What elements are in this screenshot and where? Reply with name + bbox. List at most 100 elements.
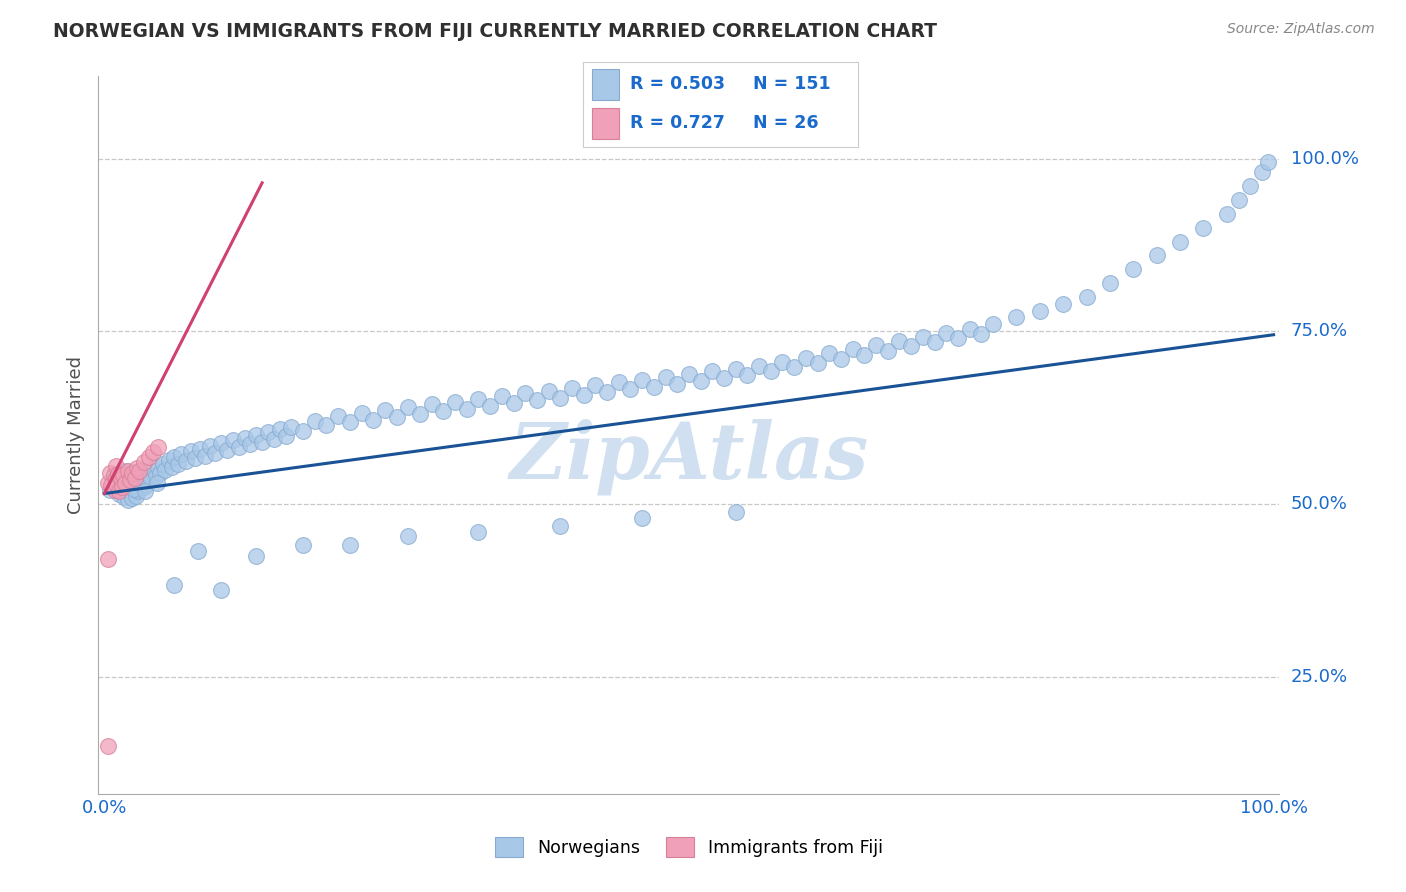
Point — [204, 446, 226, 460]
Point — [209, 583, 232, 598]
Point — [209, 436, 232, 450]
Point — [100, 477, 122, 491]
Point — [737, 368, 759, 383]
Point — [128, 474, 150, 488]
Point — [108, 486, 131, 500]
Point — [619, 382, 641, 396]
Point — [1227, 193, 1250, 207]
Point — [228, 440, 250, 454]
Point — [607, 376, 630, 390]
Text: 100.0%: 100.0% — [1291, 150, 1358, 168]
Point — [114, 476, 136, 491]
Point — [550, 519, 572, 533]
Point — [146, 476, 169, 491]
Point — [806, 356, 828, 370]
Text: ZipAtlas: ZipAtlas — [509, 418, 869, 495]
Point — [724, 505, 747, 519]
Point — [678, 367, 700, 381]
Point — [149, 466, 172, 480]
Point — [121, 466, 143, 480]
Point — [127, 483, 149, 498]
Point — [1168, 235, 1191, 249]
Point — [269, 422, 291, 436]
Point — [772, 354, 794, 368]
Point — [515, 386, 537, 401]
Point — [134, 470, 156, 484]
Point — [163, 450, 186, 464]
Point — [339, 538, 361, 552]
Point — [157, 453, 180, 467]
Point — [315, 418, 337, 433]
Point — [713, 371, 735, 385]
Point — [865, 338, 887, 352]
Point — [111, 480, 134, 494]
Point — [263, 432, 285, 446]
Point — [946, 331, 969, 345]
Point — [666, 376, 689, 391]
Point — [180, 443, 202, 458]
Point — [108, 484, 131, 499]
Point — [112, 490, 135, 504]
Point — [215, 443, 238, 458]
Point — [122, 482, 145, 496]
Point — [138, 467, 160, 482]
Text: Source: ZipAtlas.com: Source: ZipAtlas.com — [1227, 22, 1375, 37]
Point — [134, 484, 156, 499]
Point — [142, 445, 165, 459]
FancyBboxPatch shape — [592, 70, 619, 100]
Point — [135, 477, 157, 491]
Point — [188, 442, 211, 456]
Point — [125, 473, 148, 487]
Point — [117, 482, 139, 496]
Point — [794, 351, 817, 365]
Point — [467, 524, 489, 539]
Point — [104, 477, 127, 491]
Point — [98, 466, 121, 480]
Point — [118, 470, 141, 484]
Point — [537, 384, 560, 398]
Point — [326, 409, 349, 423]
Point — [132, 455, 155, 469]
Point — [748, 359, 770, 373]
Point — [853, 348, 876, 362]
Point — [139, 472, 162, 486]
Point — [138, 450, 160, 464]
Point — [444, 394, 467, 409]
FancyBboxPatch shape — [592, 108, 619, 139]
Point — [643, 379, 665, 393]
Point — [167, 457, 190, 471]
Point — [170, 447, 193, 461]
Point — [104, 483, 127, 497]
Point — [1251, 165, 1274, 179]
Point — [1122, 262, 1144, 277]
Text: R = 0.503: R = 0.503 — [630, 75, 725, 93]
Point — [970, 326, 993, 341]
Point — [596, 385, 619, 400]
Point — [111, 480, 134, 494]
Point — [818, 346, 841, 360]
Point — [257, 425, 280, 439]
Point — [561, 381, 583, 395]
Point — [105, 479, 128, 493]
Point — [1146, 248, 1168, 262]
Point — [935, 326, 957, 340]
Point — [104, 458, 127, 473]
Point — [160, 460, 183, 475]
Point — [117, 493, 139, 508]
Point — [572, 388, 595, 402]
Point — [479, 399, 502, 413]
Point — [121, 491, 143, 506]
Point — [120, 475, 142, 489]
Point — [131, 478, 153, 492]
Text: 75.0%: 75.0% — [1291, 322, 1348, 340]
Point — [911, 330, 934, 344]
Point — [115, 464, 138, 478]
Point — [876, 343, 898, 358]
Point — [103, 473, 125, 487]
Point — [830, 351, 852, 366]
Point — [1005, 310, 1028, 325]
Point — [491, 389, 513, 403]
Point — [432, 404, 454, 418]
Point — [111, 480, 134, 494]
Point — [420, 397, 443, 411]
